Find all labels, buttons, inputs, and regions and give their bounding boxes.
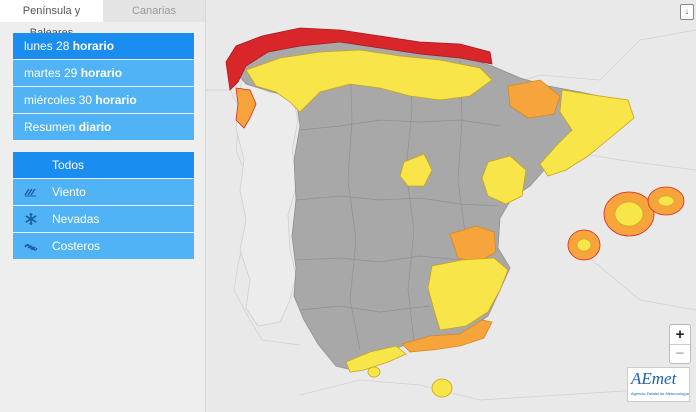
type-item-label: Viento	[52, 185, 86, 199]
yellow-warning-north	[245, 49, 493, 113]
day-item-lunes-28[interactable]: lunes 28 horario	[13, 33, 194, 59]
day-item-mode: horario	[72, 39, 115, 53]
waves-icon	[24, 240, 38, 252]
day-item-label: lunes 28	[24, 39, 70, 53]
yellow-warning-andalusia-coast	[345, 345, 407, 373]
day-item-martes-29[interactable]: martes 29 horario	[13, 60, 194, 86]
type-item-viento[interactable]: Viento	[13, 179, 194, 205]
red-warning-north-coast	[225, 27, 493, 91]
wind-icon	[24, 186, 38, 198]
yellow-warning-centre	[399, 153, 433, 187]
day-item-label: miércoles 30	[24, 93, 93, 107]
left-panel: Península y Baleares Canarias lunes 28 h…	[0, 0, 206, 412]
day-item-mode: diario	[78, 120, 112, 134]
warning-map[interactable]	[206, 0, 696, 412]
province-borders	[295, 55, 501, 351]
day-item-mode: horario	[95, 93, 137, 107]
spain-warning-map	[206, 27, 696, 401]
download-icon[interactable]: ↓	[680, 4, 694, 20]
day-menu: lunes 28 horario martes 29 horario miérc…	[13, 33, 194, 141]
portugal	[235, 79, 299, 327]
orange-warning-valencia	[449, 225, 497, 263]
tab-peninsula-baleares[interactable]: Península y Baleares	[0, 0, 103, 39]
zoom-in-button[interactable]: +	[675, 326, 685, 343]
aemet-logo: AEmet Agencia Estatal de Meteorología	[627, 367, 690, 402]
type-item-costeros[interactable]: Costeros	[13, 233, 194, 259]
type-item-todos[interactable]: Todos	[13, 152, 194, 178]
day-item-resumen[interactable]: Resumen diario	[13, 114, 194, 140]
type-item-nevadas[interactable]: Nevadas	[13, 206, 194, 232]
day-item-label: martes 29	[24, 66, 78, 80]
day-item-mode: horario	[80, 66, 123, 80]
yellow-warning-catalonia	[539, 89, 635, 177]
type-item-label: Costeros	[52, 239, 101, 253]
zoom-out-button[interactable]: −	[670, 344, 690, 363]
day-item-label: Resumen	[24, 120, 76, 134]
region-tabs: Península y Baleares Canarias	[0, 0, 205, 39]
orange-warning-south-coast	[401, 319, 493, 353]
logo-subtitle: Agencia Estatal de Meteorología	[631, 391, 689, 396]
tab-canarias[interactable]: Canarias	[103, 0, 205, 22]
type-item-label: Todos	[52, 158, 85, 172]
balearic-islands	[567, 186, 685, 261]
phenomenon-menu: Todos Viento Nevadas	[13, 152, 194, 260]
yellow-warning-southeast	[427, 257, 509, 331]
day-item-miercoles-30[interactable]: miércoles 30 horario	[13, 87, 194, 113]
orange-warning-navarra	[507, 79, 561, 119]
ceuta-warning	[367, 366, 381, 378]
yellow-warning-east-interior	[481, 155, 527, 205]
logo-text: AEmet	[631, 369, 677, 388]
type-item-label: Nevadas	[52, 212, 100, 226]
orange-warning-galicia	[235, 87, 257, 129]
snowflake-icon	[24, 213, 38, 225]
melilla-warning	[431, 378, 453, 398]
zoom-control: + −	[669, 324, 691, 364]
